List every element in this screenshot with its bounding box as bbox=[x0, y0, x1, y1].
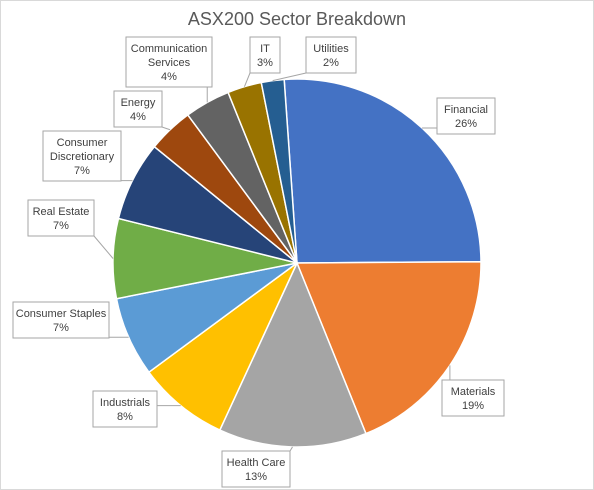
data-label-box-real-estate bbox=[27, 199, 95, 237]
data-label-category-consumer-discretionary: Discretionary bbox=[50, 151, 115, 163]
leader-line-utilities bbox=[272, 72, 307, 82]
data-label-value-it: 3% bbox=[257, 57, 273, 69]
leader-line-health-care bbox=[289, 446, 293, 452]
data-label-category-real-estate: Real Estate bbox=[33, 206, 90, 218]
chart-title: ASX200 Sector Breakdown bbox=[187, 9, 407, 29]
data-label-category-industrials: Industrials bbox=[100, 397, 151, 409]
data-label-box-utilities bbox=[305, 36, 357, 74]
pie-slice-health-care bbox=[218, 261, 367, 448]
data-label-box-consumer-discretionary bbox=[42, 130, 122, 182]
data-label-box-communication-services bbox=[125, 36, 213, 88]
data-label-value-industrials: 8% bbox=[117, 411, 133, 423]
data-label-value-consumer-staples: 7% bbox=[53, 322, 69, 334]
pie-slice-financial bbox=[283, 78, 482, 264]
data-label-category-communication-services: Services bbox=[148, 57, 191, 69]
data-label-category-energy: Energy bbox=[121, 97, 156, 109]
data-label-category-financial: Financial bbox=[444, 104, 488, 116]
data-label-box-industrials bbox=[92, 390, 158, 428]
data-label-category-communication-services: Communication bbox=[131, 43, 207, 55]
data-label-value-real-estate: 7% bbox=[53, 220, 69, 232]
data-label-value-materials: 19% bbox=[462, 400, 484, 412]
data-label-box-it bbox=[249, 36, 281, 74]
data-label-box-materials bbox=[441, 379, 505, 417]
data-label-value-energy: 4% bbox=[130, 111, 146, 123]
data-label-category-consumer-discretionary: Consumer bbox=[57, 137, 108, 149]
data-label-value-health-care: 13% bbox=[245, 471, 267, 483]
data-label-box-consumer-staples bbox=[12, 301, 110, 339]
data-label-category-it: IT bbox=[260, 43, 270, 55]
data-labels: Financial 26% Materials 19% Health Care 13% In… bbox=[12, 36, 505, 488]
leader-line-it bbox=[243, 72, 251, 87]
data-label-value-financial: 26% bbox=[455, 118, 477, 130]
data-label-value-consumer-discretionary: 7% bbox=[74, 165, 90, 177]
data-label-value-utilities: 2% bbox=[323, 57, 339, 69]
data-label-value-communication-services: 4% bbox=[161, 71, 177, 83]
data-label-box-financial bbox=[436, 97, 496, 135]
data-label-category-health-care: Health Care bbox=[227, 457, 286, 469]
data-label-box-energy bbox=[113, 90, 163, 128]
data-label-category-utilities: Utilities bbox=[313, 43, 349, 55]
pie-slice-materials bbox=[295, 260, 482, 435]
leader-line-real-estate bbox=[93, 235, 114, 259]
data-label-category-materials: Materials bbox=[451, 386, 496, 398]
data-label-box-health-care bbox=[221, 450, 291, 488]
data-label-category-consumer-staples: Consumer Staples bbox=[16, 308, 107, 320]
pie-slice-industrials bbox=[147, 262, 298, 432]
leader-line-energy bbox=[161, 126, 171, 131]
pie-slices bbox=[112, 78, 482, 448]
